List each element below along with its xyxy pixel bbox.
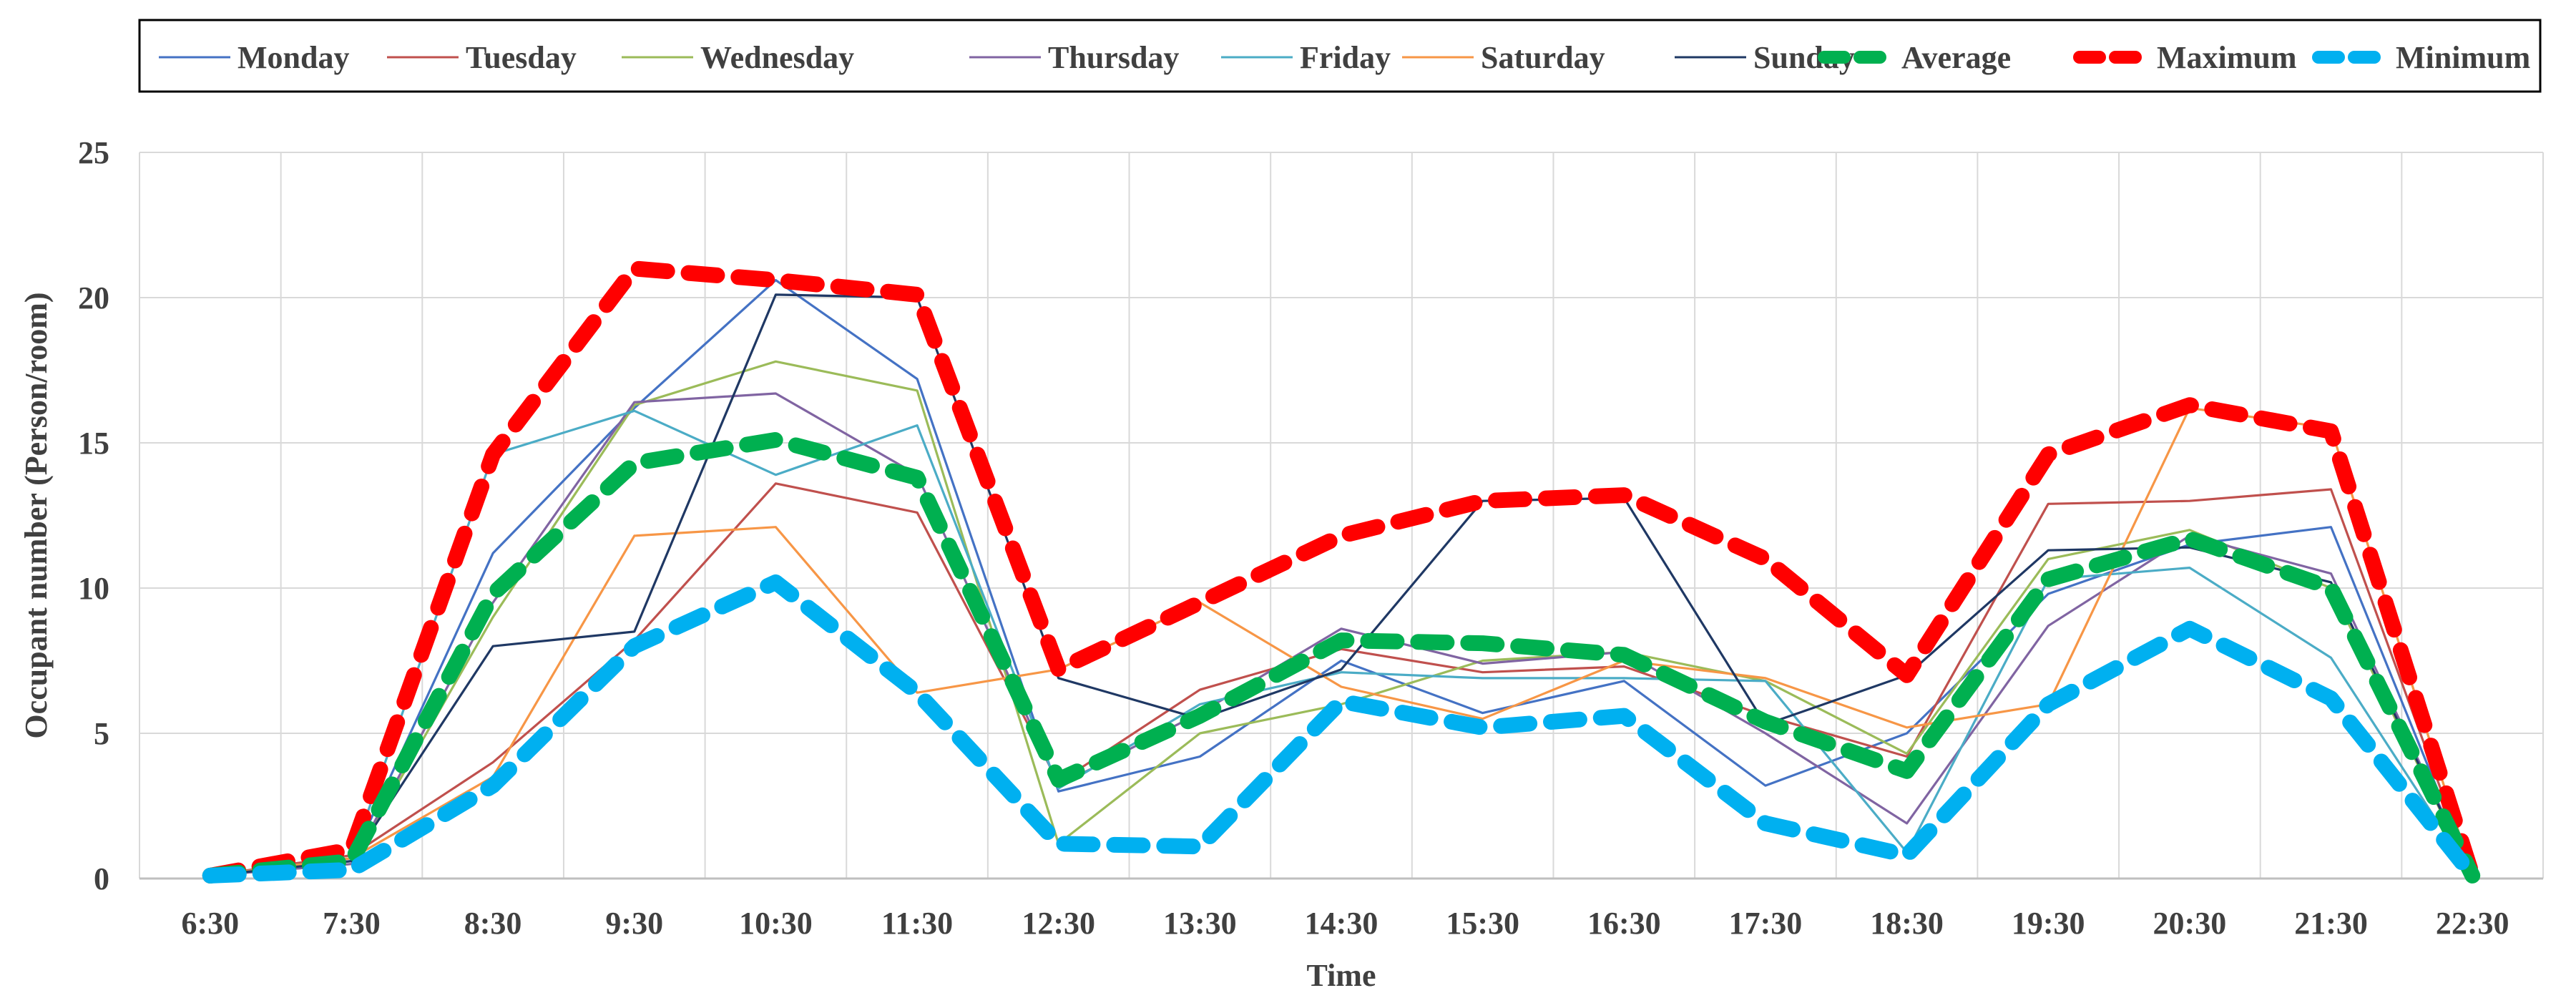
legend: Monday Tuesday Wednesday Thursday Friday Satu… <box>138 19 2542 93</box>
x-tick-label: 13:30 <box>1163 906 1237 941</box>
x-tick-label: 18:30 <box>1870 906 1944 941</box>
x-tick-label: 19:30 <box>2012 906 2085 941</box>
x-tick-label: 11:30 <box>881 906 953 941</box>
series-line-average <box>202 431 2481 884</box>
series-lines <box>202 260 2481 884</box>
y-tick-label: 10 <box>78 571 109 606</box>
x-tick-label: 6:30 <box>181 906 239 941</box>
gridlines <box>139 152 2544 879</box>
legend-label-wednesday: Wednesday <box>700 40 854 75</box>
x-tick-label: 9:30 <box>605 906 663 941</box>
x-axis-title: Time <box>1307 958 1376 993</box>
y-tick-label: 15 <box>78 426 109 461</box>
x-tick-label: 7:30 <box>323 906 381 941</box>
series-line-friday <box>210 409 2474 877</box>
series-line-thursday <box>210 392 2474 877</box>
x-tick-label: 21:30 <box>2294 906 2368 941</box>
x-axis-ticks: 6:30 7:30 8:30 9:30 10:30 11:30 12:30 13:30 14:3… <box>181 906 2509 941</box>
x-tick-label: 15:30 <box>1446 906 1519 941</box>
series-line-minimum <box>202 574 2481 884</box>
legend-label-tuesday: Tuesday <box>466 40 577 75</box>
legend-label-minimum: Minimum <box>2396 40 2530 75</box>
x-tick-label: 20:30 <box>2153 906 2227 941</box>
y-tick-label: 0 <box>94 861 109 896</box>
x-tick-label: 16:30 <box>1587 906 1661 941</box>
legend-label-friday: Friday <box>1300 40 1391 75</box>
y-tick-label: 5 <box>94 716 109 751</box>
series-line-maximum <box>202 260 2481 884</box>
x-tick-label: 22:30 <box>2436 906 2509 941</box>
legend-label-average: Average <box>1901 40 2011 75</box>
legend-label-maximum: Maximum <box>2157 40 2297 75</box>
x-tick-label: 8:30 <box>464 906 522 941</box>
legend-label-thursday: Thursday <box>1048 40 1179 75</box>
x-tick-label: 10:30 <box>739 906 813 941</box>
series-line-sunday <box>210 293 2474 877</box>
x-tick-label: 14:30 <box>1305 906 1378 941</box>
legend-label-monday: Monday <box>237 40 349 75</box>
y-tick-label: 20 <box>78 280 109 315</box>
x-tick-label: 12:30 <box>1022 906 1095 941</box>
series-line-saturday <box>210 406 2474 877</box>
series-line-monday <box>210 279 2474 877</box>
legend-label-saturday: Saturday <box>1481 40 1605 75</box>
y-axis-title: Occupant number (Person/room) <box>19 292 54 738</box>
x-tick-label: 17:30 <box>1729 906 1803 941</box>
y-axis-ticks: 0 5 10 15 20 25 <box>78 135 109 896</box>
y-tick-label: 25 <box>78 135 109 170</box>
